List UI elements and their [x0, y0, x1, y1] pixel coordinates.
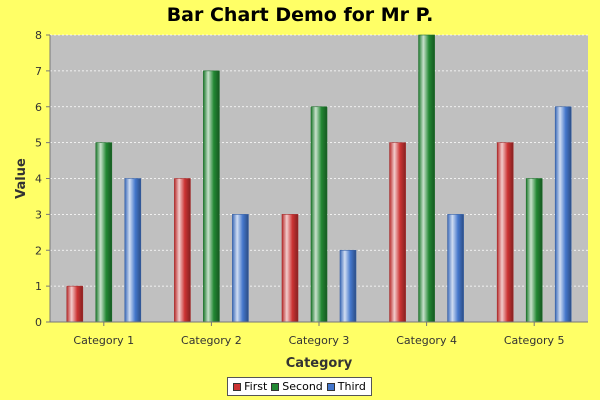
bar-first — [389, 142, 406, 323]
bar-second — [203, 70, 220, 323]
legend-label: Second — [282, 380, 323, 393]
bar-second — [310, 106, 328, 323]
bar-first — [66, 285, 84, 323]
legend-item-third: Third — [326, 380, 366, 393]
x-tick-label: Category 5 — [504, 334, 565, 347]
axis-layer: 0 1 2 3 4 5 6 7 8 Category 1 Category 2 Category 3 C… — [35, 29, 588, 347]
bar-third — [124, 178, 142, 323]
y-axis-title: Value — [14, 158, 29, 199]
legend-swatch — [326, 382, 335, 391]
bar-third — [339, 249, 357, 323]
y-tick-label: 6 — [35, 101, 42, 114]
bar-first — [174, 178, 191, 323]
bars-layer — [66, 34, 572, 323]
y-tick-label: 3 — [35, 208, 42, 221]
legend-swatch — [233, 382, 242, 391]
legend-swatch — [271, 382, 280, 391]
x-tick-label: Category 4 — [396, 334, 457, 347]
x-tick-label: Category 1 — [73, 334, 134, 347]
legend-item-first: First — [233, 380, 267, 393]
chart-title: Bar Chart Demo for Mr P. — [166, 4, 434, 26]
bar-second — [525, 178, 543, 323]
bar-second — [418, 34, 435, 323]
legend-item-second: Second — [271, 380, 323, 393]
bar-first — [496, 142, 514, 323]
x-tick-label: Category 3 — [289, 334, 350, 347]
y-tick-label: 7 — [35, 65, 42, 78]
legend-label: First — [244, 380, 268, 393]
y-tick-label: 1 — [35, 280, 42, 293]
bar-first — [281, 214, 299, 323]
x-tick-label: Category 2 — [181, 334, 242, 347]
y-tick-label: 2 — [35, 244, 42, 257]
bar-third — [447, 214, 464, 323]
y-tick-label: 5 — [35, 137, 42, 150]
y-tick-label: 0 — [35, 316, 42, 329]
y-tick-label: 4 — [35, 173, 42, 186]
bar-third — [232, 214, 249, 323]
legend: First Second Third — [227, 377, 372, 396]
y-tick-label: 8 — [35, 29, 42, 42]
legend-label: Third — [337, 380, 366, 393]
bar-third — [554, 106, 572, 323]
x-axis-title: Category — [286, 356, 353, 371]
bar-second — [95, 142, 113, 323]
